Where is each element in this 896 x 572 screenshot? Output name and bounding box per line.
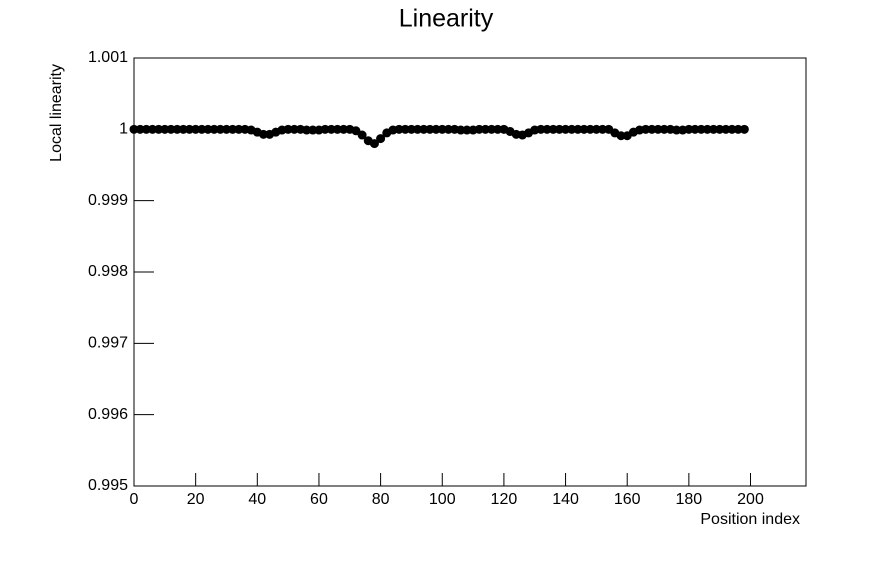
data-point [733,124,743,134]
data-point [166,124,176,134]
data-point [376,134,386,144]
data-point [437,124,447,134]
data-point [258,129,268,139]
y-axis-label: Local linearity [48,64,65,162]
data-point [406,124,416,134]
data-point [431,124,441,134]
data-point [548,124,558,134]
data-point [228,124,238,134]
data-point [641,124,651,134]
data-point [579,124,589,134]
data-point [653,124,663,134]
y-tick-label: 0.999 [88,192,128,209]
y-tick-label: 0.996 [88,406,128,423]
data-point [172,124,182,134]
x-tick-label: 0 [130,491,139,508]
data-point [493,124,503,134]
y-tick-label: 1 [119,121,128,138]
data-point [400,124,410,134]
data-point [696,124,706,134]
data-point [141,124,151,134]
data-point [326,124,336,134]
data-point [191,124,201,134]
data-point [554,124,564,134]
data-point [302,125,312,135]
data-point [647,124,657,134]
data-point [160,124,170,134]
data-point [462,125,472,135]
data-point [536,124,546,134]
x-axis-label: Position index [700,511,800,528]
data-point [561,124,571,134]
data-point [209,124,219,134]
data-point [456,125,466,135]
data-point [394,124,404,134]
data-point [184,124,194,134]
x-tick-label: 20 [187,491,205,508]
data-point [487,124,497,134]
data-point [203,124,213,134]
data-point [221,124,231,134]
x-tick-label: 160 [614,491,641,508]
data-point [573,124,583,134]
data-point [702,124,712,134]
data-point [283,124,293,134]
x-tick-label: 200 [737,491,764,508]
y-tick-label: 1.001 [88,49,128,66]
data-point [369,139,379,149]
data-point [320,124,330,134]
plot-frame [133,57,807,487]
data-point [690,124,700,134]
data-point [234,124,244,134]
data-point [715,124,725,134]
data-point [154,124,164,134]
data-point [135,124,145,134]
data-point [147,124,157,134]
data-point [591,124,601,134]
data-point [443,124,453,134]
data-point [215,124,225,134]
data-point [709,124,719,134]
data-point [739,124,749,134]
y-tick-label: 0.995 [88,477,128,494]
data-point [598,124,608,134]
data-point [721,124,731,134]
data-point [357,130,367,140]
x-tick-label: 180 [676,491,703,508]
data-point [542,124,552,134]
data-point [684,124,694,134]
data-point [419,124,429,134]
data-point [308,125,318,135]
data-point [659,124,669,134]
data-point [129,124,139,134]
data-point [567,124,577,134]
data-point [616,131,626,141]
data-point [474,124,484,134]
x-tick-label: 40 [248,491,266,508]
data-point [339,124,349,134]
x-tick-label: 100 [429,491,456,508]
x-tick-label: 80 [372,491,390,508]
x-tick-label: 120 [491,491,518,508]
data-point [332,124,342,134]
data-point [413,124,423,134]
data-point [425,124,435,134]
data-point [672,125,682,135]
y-tick-label: 0.998 [88,263,128,280]
x-tick-label: 140 [552,491,579,508]
data-point [727,124,737,134]
chart-title: Linearity [399,5,494,33]
y-tick-label: 0.997 [88,335,128,352]
data-point [585,124,595,134]
data-point [197,124,207,134]
x-tick-label: 60 [310,491,328,508]
data-point [178,124,188,134]
data-point [480,124,490,134]
data-point [289,124,299,134]
